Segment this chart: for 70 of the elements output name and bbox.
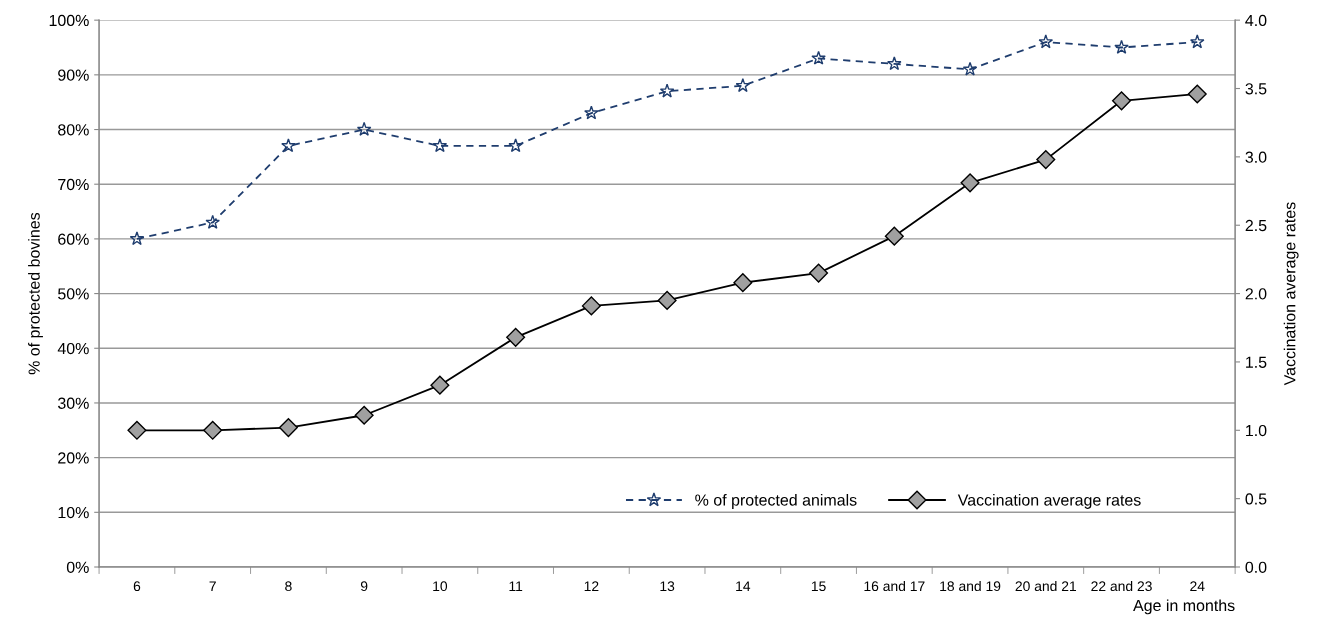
y2-tick-label: 0.0 <box>1245 561 1267 573</box>
point <box>203 420 223 440</box>
y-tick-label: 80% <box>58 124 89 136</box>
x-tick-label: 15 <box>811 581 826 592</box>
point <box>962 61 978 76</box>
point <box>809 263 829 283</box>
y-tick-label: 40% <box>57 342 89 355</box>
point <box>1038 34 1054 49</box>
y-tick-label: 100% <box>49 14 89 27</box>
point <box>278 418 298 438</box>
point <box>281 138 296 153</box>
x-tick-label: 13 <box>660 581 675 592</box>
x-tick-label: 9 <box>360 581 368 592</box>
point <box>430 375 450 395</box>
y2-tick-label: 0.5 <box>1245 493 1267 505</box>
y-tick-label: 50% <box>58 288 89 300</box>
y-tick-label: 30% <box>57 397 89 409</box>
point <box>432 138 448 153</box>
point <box>887 56 902 71</box>
point <box>1189 34 1205 49</box>
point <box>733 273 753 293</box>
x-tick-label: 14 <box>736 581 751 591</box>
point <box>508 138 523 153</box>
x-tick-label: 8 <box>285 581 292 592</box>
x-axis-title: Age in months <box>1133 599 1235 615</box>
x-tick-label: 7 <box>209 581 216 591</box>
x-tick-label: 11 <box>509 581 523 591</box>
point <box>354 405 374 425</box>
y-tick-label: 60% <box>58 233 89 245</box>
y2-tick-label: 1.0 <box>1246 424 1267 437</box>
x-tick-label: 22 and 23 <box>1091 580 1152 592</box>
y2-tick-label: 4.0 <box>1245 14 1267 27</box>
y-tick-label: 70% <box>58 178 89 191</box>
y-tick-label: 0% <box>66 561 89 573</box>
legend-label: % of protected animals <box>695 493 857 509</box>
y-tick-label: 90% <box>58 69 89 81</box>
x-tick-label: 20 and 21 <box>1015 580 1077 592</box>
x-tick-label: 16 and 17 <box>864 580 925 592</box>
legend-label: Vaccination average rates <box>957 493 1141 509</box>
point <box>1036 150 1056 170</box>
point <box>659 83 675 98</box>
y2-tick-label: 3.5 <box>1245 83 1267 95</box>
point <box>205 214 220 229</box>
x-tick-label: 18 and 19 <box>940 580 1001 592</box>
point <box>356 121 372 136</box>
point <box>581 296 601 316</box>
y2-axis-title: Vaccination average rates <box>1283 202 1299 386</box>
point <box>811 50 826 65</box>
x-tick-label: 6 <box>133 581 141 592</box>
point <box>127 420 147 440</box>
x-tick-label: 10 <box>433 581 448 592</box>
point <box>884 226 904 246</box>
point <box>584 105 599 120</box>
point <box>735 78 751 93</box>
x-tick-label: 24 <box>1190 581 1205 591</box>
point <box>129 231 145 246</box>
y2-tick-label: 3.0 <box>1245 151 1267 163</box>
point <box>657 290 677 310</box>
point <box>1187 84 1207 104</box>
x-tick-label: 12 <box>584 581 599 591</box>
y-axis-title: % of protected bovines <box>28 212 43 375</box>
y-tick-label: 10% <box>58 506 89 519</box>
y2-tick-label: 2.0 <box>1245 288 1267 300</box>
point <box>960 173 980 193</box>
y-tick-label: 20% <box>58 452 89 464</box>
point <box>506 327 526 347</box>
point <box>1114 39 1129 54</box>
y2-tick-label: 1.5 <box>1246 356 1267 368</box>
point <box>1111 91 1132 111</box>
y2-tick-label: 2.5 <box>1245 219 1267 232</box>
